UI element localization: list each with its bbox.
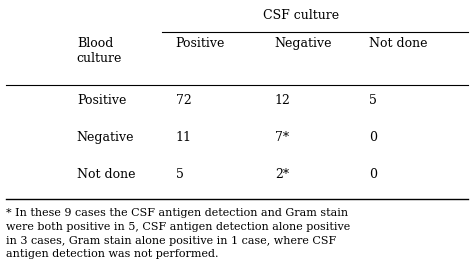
Text: 12: 12 [275, 94, 291, 107]
Text: 72: 72 [176, 94, 191, 107]
Text: Blood
culture: Blood culture [77, 37, 122, 65]
Text: Not done: Not done [369, 37, 428, 50]
Text: CSF culture: CSF culture [263, 8, 339, 21]
Text: 2*: 2* [275, 168, 289, 181]
Text: Positive: Positive [176, 37, 225, 50]
Text: 5: 5 [369, 94, 377, 107]
Text: * In these 9 cases the CSF antigen detection and Gram stain
were both positive i: * In these 9 cases the CSF antigen detec… [6, 208, 350, 259]
Text: 5: 5 [176, 168, 183, 181]
Text: Not done: Not done [77, 168, 135, 181]
Text: 11: 11 [176, 131, 192, 144]
Text: 0: 0 [369, 131, 377, 144]
Text: Positive: Positive [77, 94, 126, 107]
Text: Negative: Negative [275, 37, 332, 50]
Text: Negative: Negative [77, 131, 134, 144]
Text: 0: 0 [369, 168, 377, 181]
Text: 7*: 7* [275, 131, 289, 144]
